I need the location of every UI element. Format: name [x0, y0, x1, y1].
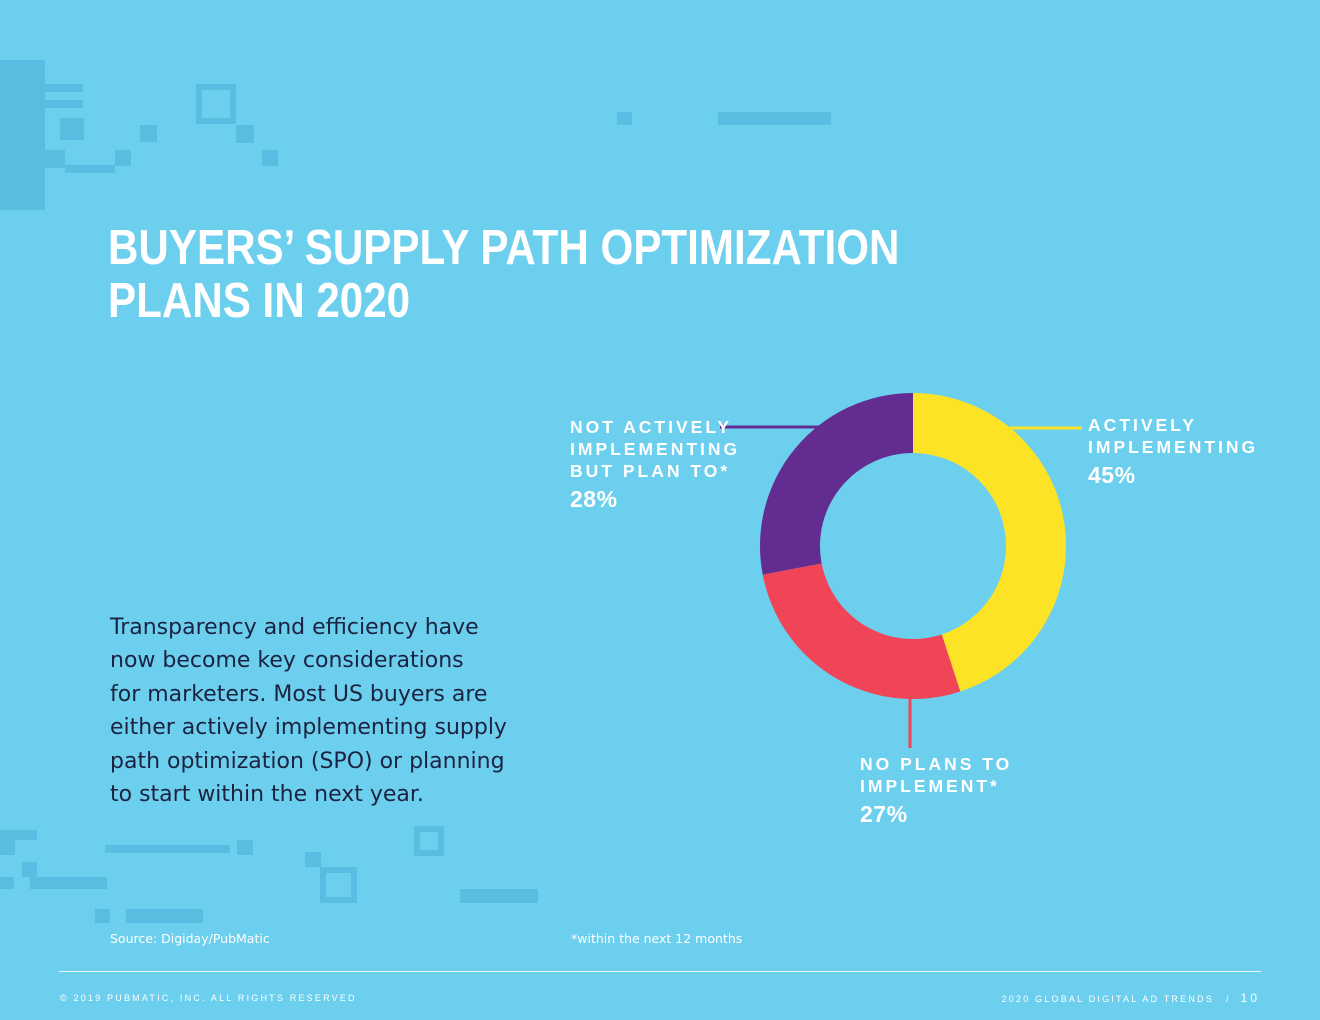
body-line: either actively implementing supply	[110, 715, 507, 741]
footer-right: 2020 GLOBAL DIGITAL AD TRENDS / 10	[1002, 991, 1260, 1005]
page-title: BUYERS’ SUPPLY PATH OPTIMIZATION PLANS I…	[108, 222, 899, 328]
title-line-1: BUYERS’ SUPPLY PATH OPTIMIZATION	[108, 221, 900, 275]
footnote: *within the next 12 months	[571, 931, 743, 946]
body-paragraph: Transparency and efficiency have now bec…	[110, 611, 540, 811]
label-line: BUT PLAN TO*	[570, 461, 731, 481]
label-no-plans: NO PLANS TO IMPLEMENT* 27%	[860, 753, 1013, 827]
label-not-actively-implementing: NOT ACTIVELY IMPLEMENTING BUT PLAN TO* 2…	[570, 416, 741, 512]
body-line: to start within the next year.	[110, 782, 424, 808]
body-line: for marketers. Most US buyers are	[110, 681, 488, 707]
data-label-45: 45%	[1088, 462, 1136, 488]
report-name: 2020 GLOBAL DIGITAL AD TRENDS	[1001, 994, 1214, 1004]
label-line: IMPLEMENTING	[570, 439, 741, 459]
slice-no-plans	[762, 563, 961, 699]
footer-divider	[59, 971, 1261, 972]
source-note: Source: Digiday/PubMatic	[110, 931, 270, 946]
label-actively-implementing: ACTIVELY IMPLEMENTING 45%	[1088, 414, 1259, 488]
body-line: path optimization (SPO) or planning	[110, 748, 505, 774]
page-number: 10	[1240, 991, 1260, 1005]
slice-actively-implementing	[913, 393, 1067, 692]
body-line: now become key considerations	[110, 648, 464, 674]
label-line: IMPLEMENT*	[860, 776, 1000, 796]
label-line: NO PLANS TO	[860, 754, 1013, 774]
label-line: ACTIVELY	[1088, 415, 1197, 435]
footer-separator: /	[1225, 994, 1231, 1004]
copyright: © 2019 PUBMATIC, INC. ALL RIGHTS RESERVE…	[60, 993, 357, 1003]
title-line-2: PLANS IN 2020	[108, 274, 411, 328]
body-line: Transparency and efficiency have	[110, 615, 479, 640]
slice-not-actively-implementing	[760, 393, 913, 575]
label-line: NOT ACTIVELY	[570, 417, 733, 437]
data-label-27: 27%	[860, 801, 908, 827]
label-line: IMPLEMENTING	[1088, 437, 1259, 457]
data-label-28: 28%	[570, 486, 618, 512]
